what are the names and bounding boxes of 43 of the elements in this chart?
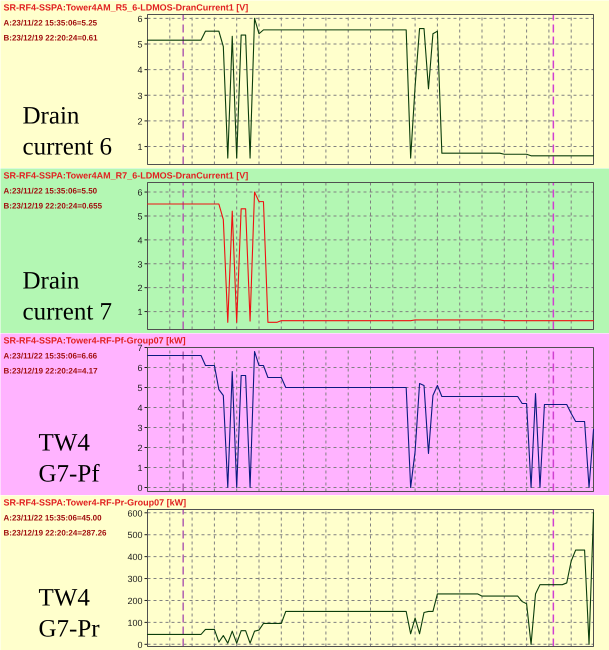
- y-tick-label: 200: [127, 596, 143, 606]
- chart-title: SR-RF4-SSPA:Tower4AM_R5_6-LDMOS-DranCurrent1 [V]: [4, 2, 248, 12]
- chart-title: SR-RF4-SSPA:Tower4-RF-Pr-Group07 [kW]: [4, 498, 186, 508]
- y-tick-label: 5: [137, 383, 143, 393]
- y-tick-label: 2: [137, 116, 143, 126]
- y-tick-label: 3: [137, 259, 143, 270]
- text: B:23/12/19 22:20:24=287.26: [4, 528, 108, 538]
- y-tick-label: 6: [137, 14, 143, 24]
- y-tick-label: 6: [137, 363, 143, 373]
- y-tick-label: 5: [137, 39, 143, 50]
- y-tick-label: 0: [137, 483, 143, 493]
- y-tick-label: 100: [127, 618, 143, 628]
- y-tick-label: 300: [127, 574, 143, 584]
- y-tick-label: 4: [137, 403, 143, 413]
- y-tick-label: 400: [127, 552, 143, 562]
- y-tick-label: 2: [137, 443, 143, 453]
- y-tick-label: 4: [137, 235, 143, 246]
- chart-title: SR-RF4-SSPA:Tower4AM_R7_6-LDMOS-DranCurrent1 [V]: [4, 170, 248, 180]
- y-tick-label: 0: [137, 640, 143, 650]
- y-tick-label: 1: [137, 463, 143, 473]
- y-tick-label: 2: [137, 283, 143, 294]
- text: B:23/12/19 22:20:24=4.17: [4, 366, 98, 376]
- text: A:23/11/22 15:35:06=5.25: [4, 18, 98, 28]
- y-tick-label: 600: [127, 508, 143, 518]
- y-tick-label: 500: [127, 530, 143, 540]
- text: B:23/12/19 22:20:24=0.61: [4, 34, 98, 42]
- text: Drain current 6: [22, 102, 112, 160]
- y-tick-label: 1: [137, 142, 143, 152]
- y-tick-label: 6: [137, 188, 143, 198]
- text: A:23/11/22 15:35:06=6.66: [4, 352, 98, 360]
- y-tick-label: 4: [137, 65, 143, 76]
- text: Drain current 7: [22, 267, 112, 326]
- text: TW4 G7-Pf: [38, 429, 100, 488]
- text: B:23/12/19 22:20:24=0.655: [4, 202, 103, 210]
- y-tick-label: 5: [137, 211, 143, 222]
- y-tick-label: 7: [137, 343, 143, 353]
- chart-title: SR-RF4-SSPA:Tower4-RF-Pf-Group07 [kW]: [4, 336, 186, 346]
- text: A:23/11/22 15:35:06=45.00: [4, 514, 102, 522]
- y-tick-label: 1: [137, 307, 143, 318]
- y-tick-label: 3: [137, 90, 143, 101]
- text: A:23/11/22 15:35:06=5.50: [4, 186, 98, 196]
- text: TW4 G7-Pr: [38, 584, 100, 642]
- y-tick-label: 3: [137, 423, 143, 433]
